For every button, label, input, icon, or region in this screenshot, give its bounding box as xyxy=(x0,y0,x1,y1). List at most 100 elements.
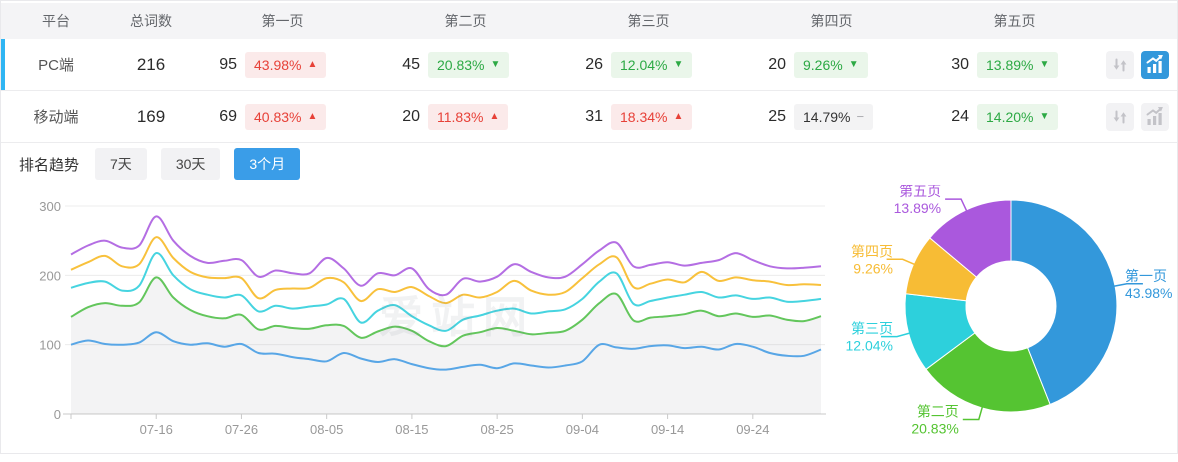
trend-tab[interactable]: 3个月 xyxy=(234,148,301,180)
trend-down-icon: ▼ xyxy=(673,58,684,70)
total-count-cell: 169 xyxy=(136,106,166,126)
platform-cell: PC端 xyxy=(38,57,74,74)
donut-label-percent: 9.26% xyxy=(853,260,893,276)
change-badge: 43.98% ▲ xyxy=(245,51,327,78)
active-row-indicator xyxy=(1,39,5,90)
change-percent: 13.89% xyxy=(986,56,1034,73)
sort-button[interactable] xyxy=(1106,50,1134,79)
trend-tab[interactable]: 7天 xyxy=(95,148,147,180)
table-body: PC端 216 95 43.98% ▲ 45 20.83% ▼ 26 12.04% ▼ 20 9.2… xyxy=(1,39,1177,143)
page-group: 26 12.04% ▼ xyxy=(557,51,740,78)
donut-label-name: 第五页 xyxy=(899,185,941,199)
sort-button[interactable] xyxy=(1106,102,1134,131)
svg-text:100: 100 xyxy=(39,338,61,353)
change-badge: 11.83% ▲ xyxy=(428,103,509,130)
change-percent: 9.26% xyxy=(803,56,843,73)
change-percent: 14.20% xyxy=(986,108,1034,125)
svg-text:300: 300 xyxy=(39,199,61,214)
page-group: 69 40.83% ▲ xyxy=(191,103,374,130)
trend-chart-button[interactable] xyxy=(1141,102,1169,131)
page-count: 45 xyxy=(402,55,420,73)
header-page-2: 第二页 xyxy=(444,13,487,29)
trend-up-icon: ▲ xyxy=(489,110,500,122)
page-count: 24 xyxy=(951,107,969,125)
page-count: 69 xyxy=(219,107,237,125)
page-group: 95 43.98% ▲ xyxy=(191,51,374,78)
header-total: 总词数 xyxy=(130,13,172,29)
table-row[interactable]: 移动端 169 69 40.83% ▲ 20 11.83% ▲ 31 18.34% ▲ 25 14.… xyxy=(1,91,1177,143)
trend-down-icon: ▼ xyxy=(1039,58,1050,70)
header-page-1: 第一页 xyxy=(261,13,304,29)
change-badge: 12.04% ▼ xyxy=(611,51,693,78)
svg-text:200: 200 xyxy=(39,268,61,283)
page-group: 31 18.34% ▲ xyxy=(557,103,740,130)
svg-text:0: 0 xyxy=(54,407,61,422)
page-group: 30 13.89% ▼ xyxy=(923,51,1106,78)
table-row[interactable]: PC端 216 95 43.98% ▲ 45 20.83% ▼ 26 12.04% ▼ 20 9.2… xyxy=(1,39,1177,91)
change-badge: 20.83% ▼ xyxy=(428,51,510,78)
svg-text:08-05: 08-05 xyxy=(310,422,343,437)
page-count: 26 xyxy=(585,55,603,73)
trend-up-icon: ▲ xyxy=(307,58,318,70)
change-percent: 12.04% xyxy=(620,56,668,73)
trend-line-green xyxy=(70,276,822,348)
page-count: 25 xyxy=(768,107,786,125)
sort-arrows-icon xyxy=(1113,58,1127,71)
charts-section: 0 100 200 300 07-16 07-26 08-05 08-15 08-25 09-04… xyxy=(1,185,1177,457)
change-badge: 18.34% ▲ xyxy=(611,103,693,130)
page-count: 95 xyxy=(219,55,237,73)
trend-line-purple xyxy=(70,215,822,297)
active-row-indicator xyxy=(1,91,5,142)
trend-line-yellow xyxy=(70,236,822,305)
header-page-4: 第四页 xyxy=(810,13,853,29)
change-percent: 40.83% xyxy=(254,108,302,125)
header-platform: 平台 xyxy=(42,13,70,29)
page-group: 24 14.20% ▼ xyxy=(923,103,1106,130)
donut-label-percent: 20.83% xyxy=(911,421,958,437)
table-header: 平台 总词数 第一页 第二页 第三页 第四页 第五页 xyxy=(1,3,1177,39)
trend-down-icon: ▼ xyxy=(490,58,501,70)
trend-toolbar: 排名趋势 7天 30天 3个月 xyxy=(1,143,1177,185)
page-group: 45 20.83% ▼ xyxy=(374,51,557,78)
svg-text:09-24: 09-24 xyxy=(736,422,769,437)
svg-text:07-26: 07-26 xyxy=(225,422,258,437)
trend-up-icon: ▲ xyxy=(673,110,684,122)
page-group: 20 11.83% ▲ xyxy=(374,103,557,130)
trend-down-icon: ▼ xyxy=(848,58,859,70)
page-group: 25 14.79% − xyxy=(740,103,923,130)
svg-text:07-16: 07-16 xyxy=(140,422,173,437)
change-percent: 18.34% xyxy=(620,108,668,125)
trend-tab[interactable]: 30天 xyxy=(160,148,221,180)
trend-chart-button[interactable] xyxy=(1141,50,1169,79)
trend-down-icon: ▼ xyxy=(1039,110,1050,122)
donut-label-name: 第三页 xyxy=(851,321,893,337)
trend-line-cyan xyxy=(70,252,822,332)
trend-flat-icon: − xyxy=(856,108,865,124)
change-percent: 43.98% xyxy=(254,56,302,73)
change-badge: 40.83% ▲ xyxy=(245,103,327,130)
donut-label-name: 第四页 xyxy=(851,243,893,259)
donut-label-percent: 12.04% xyxy=(846,338,893,354)
page-count: 20 xyxy=(768,55,786,73)
donut-slice-2 xyxy=(925,332,1051,413)
page-count: 20 xyxy=(402,107,420,125)
svg-text:08-25: 08-25 xyxy=(481,422,514,437)
donut-label-name: 第一页 xyxy=(1125,268,1167,284)
bar-chart-trend-icon xyxy=(1146,54,1163,73)
donut-label-percent: 43.98% xyxy=(1125,285,1172,301)
donut-slice-5 xyxy=(929,199,1012,278)
donut-slice-1 xyxy=(1010,199,1118,406)
header-page-3: 第三页 xyxy=(627,13,670,29)
bar-chart-trend-icon xyxy=(1146,106,1163,125)
trend-range-tabs: 7天 30天 3个月 xyxy=(95,148,314,180)
total-count-cell: 216 xyxy=(136,54,166,74)
page-group: 20 9.26% ▼ xyxy=(740,51,923,78)
change-percent: 20.83% xyxy=(437,56,485,73)
page-count: 31 xyxy=(585,107,603,125)
change-percent: 11.83% xyxy=(437,108,484,125)
svg-text:09-04: 09-04 xyxy=(566,422,599,437)
svg-text:08-15: 08-15 xyxy=(395,422,428,437)
change-badge: 14.79% − xyxy=(794,103,874,130)
